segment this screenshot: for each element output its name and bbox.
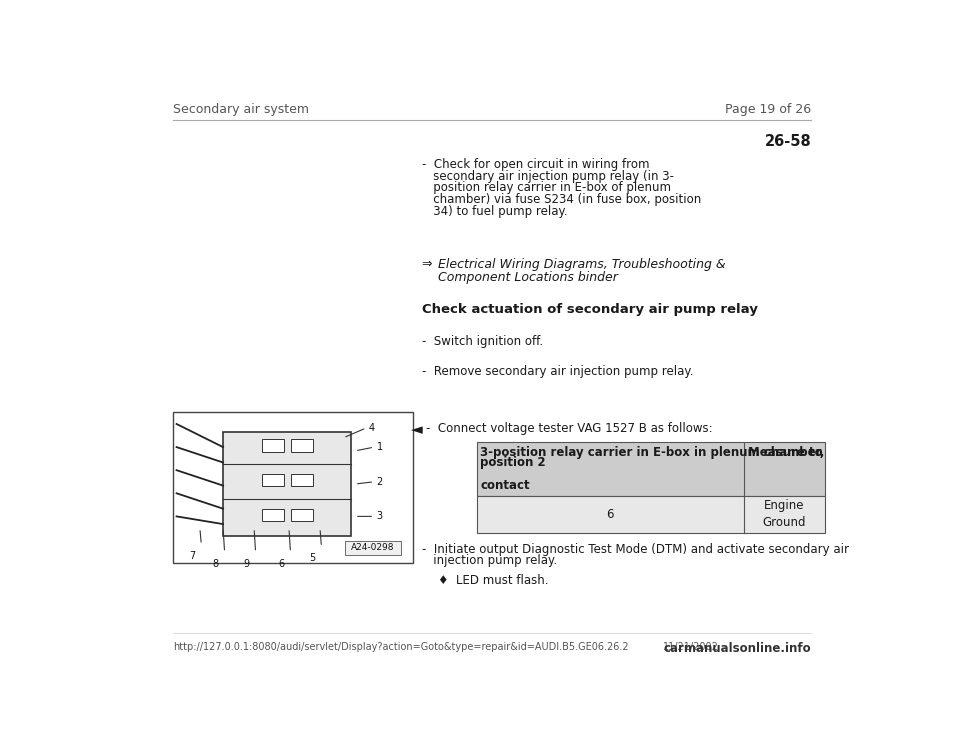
Text: 6: 6	[278, 559, 284, 568]
Text: -  Initiate output Diagnostic Test Mode (DTM) and activate secondary air: - Initiate output Diagnostic Test Mode (…	[422, 543, 850, 556]
Text: 4: 4	[369, 423, 375, 433]
Bar	[291, 439, 313, 452]
Text: 26-58: 26-58	[764, 134, 811, 148]
Text: secondary air injection pump relay (in 3-: secondary air injection pump relay (in 3…	[422, 170, 674, 183]
Text: -  Connect voltage tester VAG 1527 B as follows:: - Connect voltage tester VAG 1527 B as f…	[426, 422, 712, 436]
Text: 9: 9	[243, 559, 250, 568]
Bar	[173, 413, 413, 562]
Bar	[223, 432, 351, 536]
Bar	[345, 541, 400, 555]
Text: Measure to: Measure to	[748, 445, 823, 459]
Text: Secondary air system: Secondary air system	[173, 103, 309, 116]
Text: ⇒: ⇒	[422, 258, 437, 272]
Text: A24-0298: A24-0298	[351, 543, 395, 553]
Text: Page 19 of 26: Page 19 of 26	[725, 103, 811, 116]
Text: 34) to fuel pump relay.: 34) to fuel pump relay.	[422, 205, 568, 217]
Text: 3-position relay carrier in E-box in plenum chamber,: 3-position relay carrier in E-box in ple…	[480, 445, 825, 459]
Bar	[476, 441, 826, 496]
Text: 11/21/2002: 11/21/2002	[662, 642, 718, 652]
Text: carmanualsonline.info: carmanualsonline.info	[663, 642, 811, 655]
Text: 6: 6	[607, 508, 614, 521]
Text: injection pump relay.: injection pump relay.	[422, 554, 558, 567]
Text: position 2: position 2	[480, 456, 546, 470]
Text: 3: 3	[376, 511, 383, 522]
Text: 8: 8	[212, 559, 218, 568]
Text: ♦  LED must flash.: ♦ LED must flash.	[438, 574, 548, 587]
Bar	[291, 474, 313, 486]
Text: Engine
Ground: Engine Ground	[763, 499, 806, 529]
Bar	[291, 509, 313, 521]
Text: -  Check for open circuit in wiring from: - Check for open circuit in wiring from	[422, 158, 650, 171]
Text: -  Remove secondary air injection pump relay.: - Remove secondary air injection pump re…	[422, 365, 694, 378]
Text: 7: 7	[189, 551, 195, 561]
Text: http://127.0.0.1:8080/audi/servlet/Display?action=Goto&type=repair&id=AUDI.B5.GE: http://127.0.0.1:8080/audi/servlet/Displ…	[173, 642, 629, 652]
Text: ◄: ◄	[411, 422, 422, 438]
Text: 2: 2	[376, 477, 383, 487]
Text: Component Locations binder: Component Locations binder	[438, 271, 617, 283]
Bar	[476, 496, 826, 533]
Text: Electrical Wiring Diagrams, Troubleshooting &: Electrical Wiring Diagrams, Troubleshoot…	[438, 258, 726, 272]
Bar	[262, 474, 283, 486]
Text: 5: 5	[309, 554, 315, 563]
Text: contact: contact	[480, 479, 530, 493]
Bar	[262, 509, 283, 521]
Text: Check actuation of secondary air pump relay: Check actuation of secondary air pump re…	[422, 303, 758, 316]
Bar	[262, 439, 283, 452]
Text: chamber) via fuse S234 (in fuse box, position: chamber) via fuse S234 (in fuse box, pos…	[422, 193, 702, 206]
Text: 1: 1	[376, 442, 383, 452]
Text: -  Switch ignition off.: - Switch ignition off.	[422, 335, 543, 349]
Text: position relay carrier in E-box of plenum: position relay carrier in E-box of plenu…	[422, 182, 671, 194]
